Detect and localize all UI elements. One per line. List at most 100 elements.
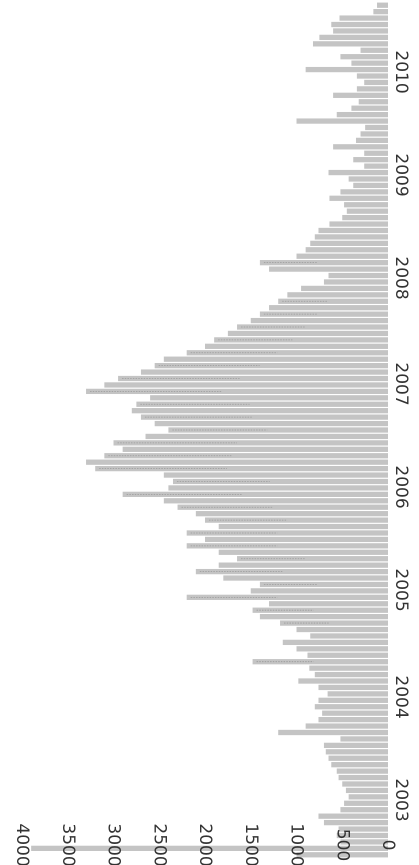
bar <box>323 819 388 826</box>
bar <box>377 2 388 8</box>
bar <box>323 279 388 285</box>
bar <box>314 704 388 710</box>
bar <box>364 150 388 156</box>
bar <box>336 111 388 118</box>
bar <box>310 633 388 639</box>
bar <box>358 99 388 105</box>
bar <box>344 202 388 208</box>
bar <box>348 176 388 182</box>
bar <box>118 375 388 382</box>
bar <box>154 363 388 369</box>
bar <box>237 556 388 562</box>
bar <box>218 562 388 568</box>
bar <box>282 639 388 646</box>
bar <box>287 292 388 298</box>
value-tick-label: 2000 <box>195 823 215 865</box>
bar <box>195 568 388 575</box>
bar <box>113 440 388 446</box>
bar <box>340 736 388 742</box>
bar <box>250 317 388 324</box>
date-tick-label: 2006 <box>391 465 411 508</box>
bar <box>318 813 388 819</box>
bar <box>150 395 388 401</box>
bar <box>318 716 388 723</box>
bar <box>318 227 388 234</box>
bar <box>218 523 388 530</box>
bar <box>278 729 388 736</box>
bar <box>163 498 388 504</box>
bar <box>140 414 388 420</box>
value-tick-label: 2500 <box>149 823 169 865</box>
bar <box>259 311 388 317</box>
bar <box>353 157 388 163</box>
bar <box>259 260 388 266</box>
bar <box>340 189 388 195</box>
bar <box>351 60 388 66</box>
bar <box>331 21 388 28</box>
bar <box>310 240 388 246</box>
bar <box>122 491 389 497</box>
value-tick-label: 3000 <box>104 823 124 865</box>
bar <box>340 54 388 60</box>
bar <box>296 626 388 633</box>
bar <box>319 34 389 41</box>
bar <box>186 543 388 549</box>
bar <box>168 485 388 491</box>
date-tick-label: 2008 <box>391 256 411 299</box>
bar <box>360 131 388 137</box>
bar <box>223 575 388 581</box>
bar <box>218 549 388 555</box>
bar <box>168 427 388 433</box>
date-tick-label: 2005 <box>391 568 411 611</box>
bar <box>86 388 389 395</box>
date-axis: 2003 2004 2005 2006 2007 2008 2009 2010 <box>391 50 411 821</box>
bar <box>314 671 388 678</box>
bar <box>312 41 388 47</box>
bar <box>296 253 388 259</box>
bar <box>342 214 388 221</box>
bar <box>342 781 388 787</box>
bar <box>353 182 388 189</box>
bar <box>301 285 388 292</box>
bar <box>131 408 389 414</box>
bar <box>364 163 388 169</box>
bar <box>328 272 388 279</box>
bar <box>348 794 388 800</box>
bar <box>252 659 388 665</box>
bar <box>336 768 388 774</box>
bar <box>95 465 388 472</box>
bar <box>356 86 388 92</box>
bar <box>325 749 388 755</box>
value-tick-label: 1000 <box>287 823 307 865</box>
bar <box>259 614 388 620</box>
bar <box>205 536 388 543</box>
bar <box>331 762 388 768</box>
bar <box>340 839 388 845</box>
date-tick-label: 2009 <box>391 153 411 196</box>
bar <box>318 697 388 703</box>
bar <box>177 504 388 510</box>
bar <box>329 221 388 227</box>
bar <box>356 73 388 79</box>
bar <box>269 305 388 311</box>
bar <box>104 453 388 459</box>
bar <box>333 28 388 34</box>
bar <box>104 382 388 388</box>
value-tick-label: 0 <box>378 840 398 851</box>
bar <box>338 826 388 832</box>
bar <box>205 343 388 349</box>
bar <box>309 665 388 671</box>
value-tick-label: 3500 <box>58 823 78 865</box>
bar <box>305 66 388 73</box>
bar <box>227 330 389 337</box>
bar <box>344 800 388 806</box>
bar <box>333 144 388 150</box>
bar <box>318 684 388 691</box>
bar-series <box>31 2 389 858</box>
bar <box>205 517 388 523</box>
bar <box>278 298 388 304</box>
bar <box>252 607 388 613</box>
bar <box>296 646 388 652</box>
bar <box>327 691 388 697</box>
